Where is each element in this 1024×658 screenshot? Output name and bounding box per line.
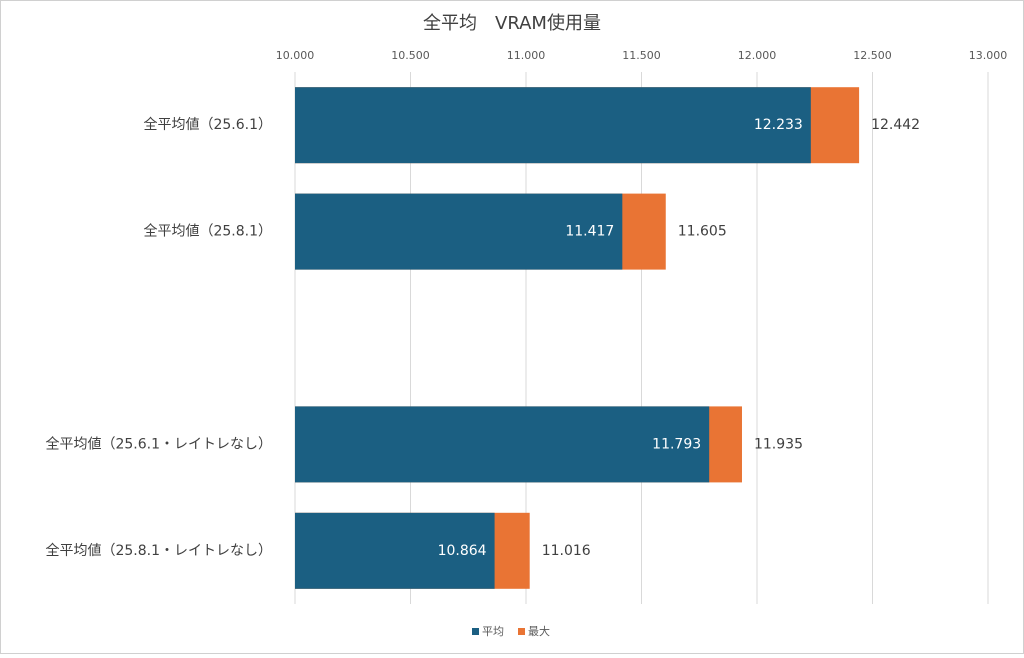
data-label: 11.016 (542, 543, 591, 559)
x-tick-label: 12.500 (853, 49, 892, 62)
y-tick-label: 全平均値（25.6.1・レイトレなし） (45, 435, 272, 452)
x-tick-label: 11.000 (507, 49, 546, 62)
data-label: 12.442 (871, 117, 920, 133)
bar (295, 512, 495, 589)
data-label: 11.793 (652, 436, 701, 452)
y-tick-label: 全平均値（25.8.1） (143, 223, 272, 240)
x-tick-label: 10.500 (391, 49, 430, 62)
x-tick-label: 13.000 (969, 49, 1008, 62)
data-label: 11.935 (754, 436, 803, 452)
x-tick-label: 10.000 (276, 49, 315, 62)
bar (295, 87, 811, 164)
legend-label: 最大 (528, 624, 550, 638)
bar (295, 193, 623, 270)
legend-swatch (472, 628, 479, 635)
x-tick-label: 12.000 (738, 49, 777, 62)
x-tick-label: 11.500 (622, 49, 661, 62)
chart-title: 全平均 VRAM使用量 (423, 13, 601, 34)
data-label: 10.864 (438, 543, 487, 559)
data-label: 12.233 (754, 117, 803, 133)
y-tick-label: 全平均値（25.8.1・レイトレなし） (45, 542, 272, 559)
legend-swatch (518, 628, 525, 635)
legend-label: 平均 (482, 625, 504, 638)
data-label: 11.605 (678, 224, 727, 240)
bar (295, 406, 710, 483)
y-tick-label: 全平均値（25.6.1） (143, 116, 272, 133)
data-label: 11.417 (565, 224, 614, 240)
